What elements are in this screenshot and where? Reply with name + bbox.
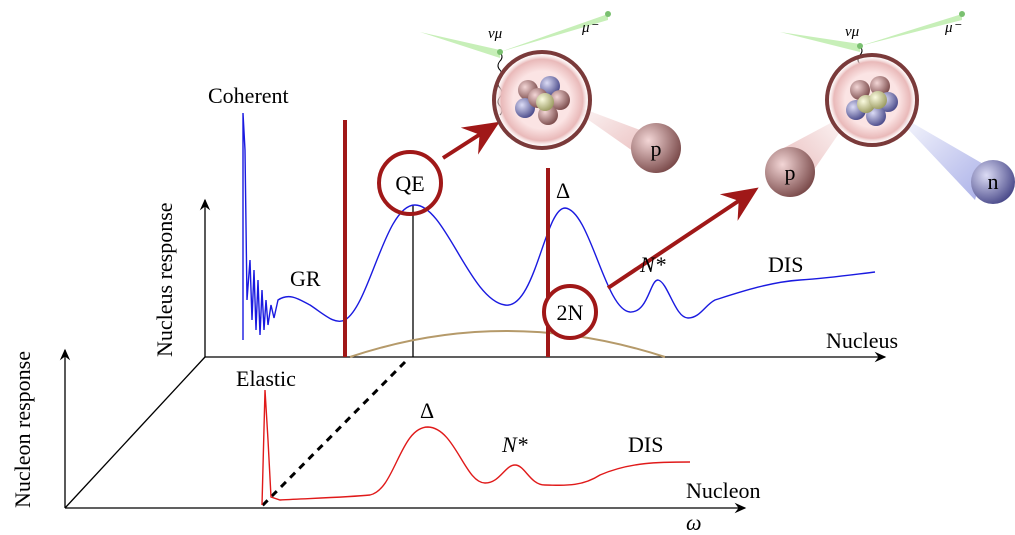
markers	[343, 120, 759, 357]
neutron-label: n	[988, 169, 999, 194]
nstar-label: N*	[639, 252, 666, 277]
dis-label: DIS	[628, 432, 663, 457]
two-n-event: νμ μ⁻ p n	[765, 11, 1015, 204]
nucleon-x-label: Nucleon	[686, 478, 761, 503]
proton-label: p	[785, 160, 796, 185]
delta-label: Δ	[420, 398, 434, 423]
nucleus-axis-label: Nucleus response	[152, 202, 177, 357]
omega-label: ω	[686, 510, 702, 535]
proton-label: p	[651, 136, 662, 161]
muon-label: μ⁻	[944, 20, 962, 36]
axes	[59, 198, 887, 514]
qe-label: QE	[395, 171, 424, 196]
neutrino-label: νμ	[488, 26, 503, 42]
nucleon-curve	[261, 389, 691, 506]
nucleus-x-label: Nucleus	[826, 328, 898, 353]
two-n-label: 2N	[557, 300, 584, 325]
two-n-band	[349, 330, 666, 358]
coherent-label: Coherent	[208, 83, 289, 108]
neutrino-label: νμ	[845, 24, 860, 40]
delta-label: Δ	[556, 178, 570, 203]
muon-label: μ⁻	[581, 20, 599, 36]
nucleon-axis-label: Nucleon response	[10, 351, 35, 508]
gr-label: GR	[290, 266, 321, 291]
dis-label: DIS	[768, 252, 803, 277]
nstar-label: N*	[501, 432, 528, 457]
qe-event: νμ μ⁻ p	[420, 11, 681, 173]
nucleus-curve	[242, 112, 876, 340]
elastic-label: Elastic	[236, 366, 296, 391]
